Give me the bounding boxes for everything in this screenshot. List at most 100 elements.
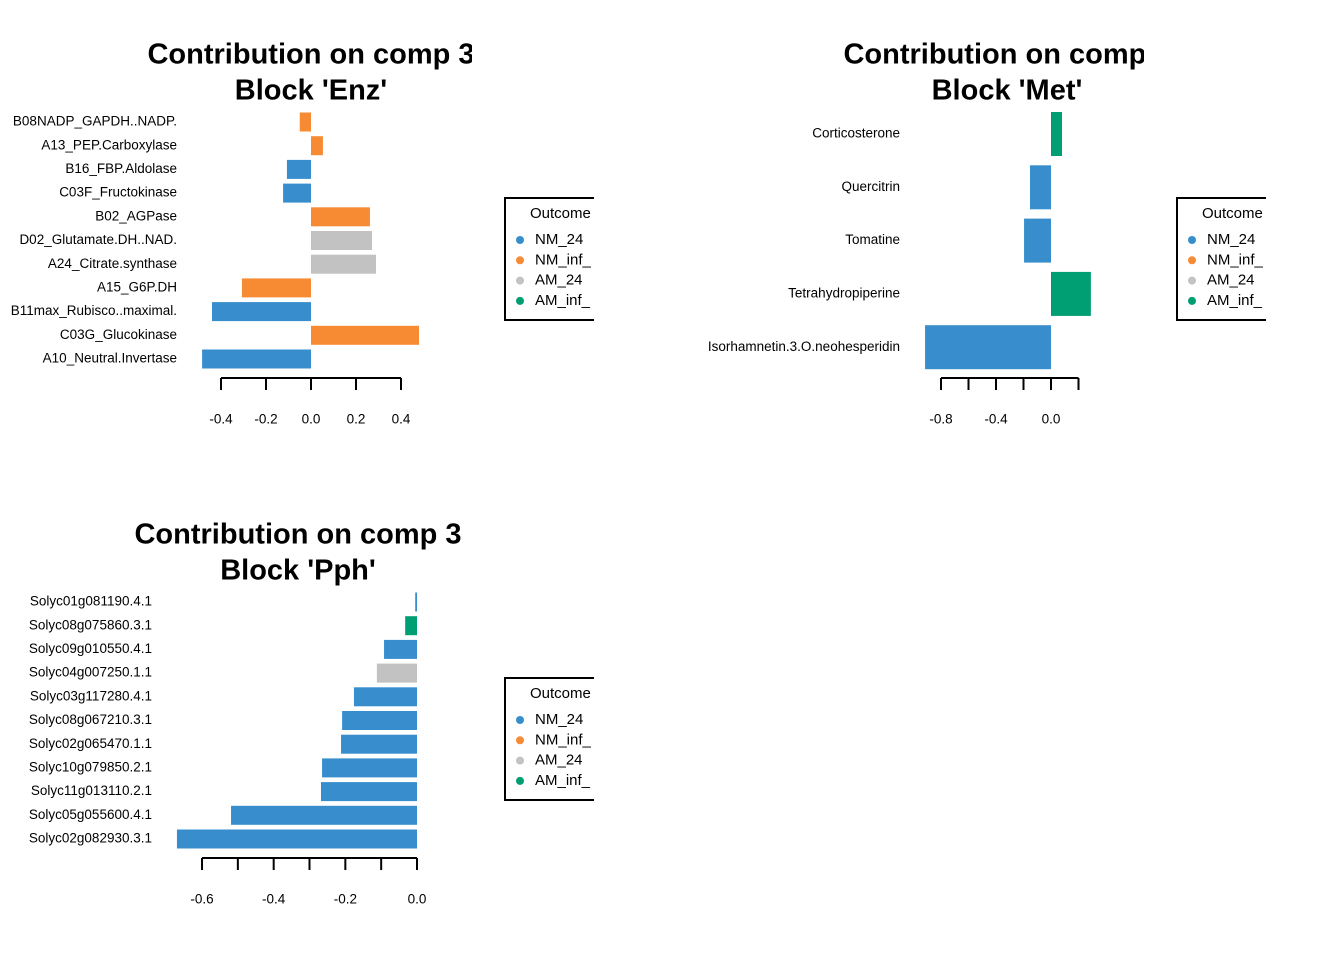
chart-title: Contribution on comp 3: [147, 39, 474, 71]
legend-label: NM_24: [535, 231, 583, 248]
legend-label: NM_inf_: [535, 731, 592, 748]
legend-marker: [516, 756, 524, 765]
bar: [299, 112, 311, 132]
bar: [202, 349, 311, 369]
bar: [311, 207, 370, 227]
bar: [311, 136, 323, 156]
title-group: Contribution on comp 3 Block 'Pph': [134, 519, 461, 587]
legend-label: AM_24: [535, 272, 583, 289]
legend-marker: [1188, 296, 1196, 305]
category-label: Solyc09g010550.4.1: [29, 641, 152, 656]
legend-box: [1176, 197, 1266, 321]
x-tick-label: 0.0: [1042, 412, 1061, 427]
legend-label: NM_24: [535, 711, 583, 728]
legend-marker: [516, 276, 524, 285]
category-label: A15_G6P.DH: [97, 279, 177, 294]
legend-label: NM_24: [1207, 231, 1255, 248]
bar: [353, 687, 417, 707]
x-tick-label: -0.6: [190, 892, 213, 907]
chart-title: Contribution on comp 3: [843, 39, 1170, 71]
legend-marker: [516, 236, 524, 244]
legend-box: [504, 197, 594, 321]
category-label: Solyc03g117280.4.1: [30, 688, 152, 703]
bar: [311, 254, 377, 274]
panel: Contribution on comp 3 Block 'Pph' Solyc01…: [29, 519, 594, 907]
category-label: Solyc05g055600.4.1: [29, 807, 152, 822]
bar: [176, 829, 417, 849]
legend-marker: [516, 776, 524, 785]
category-label: C03F_Fructokinase: [59, 185, 177, 200]
legend-label: AM_inf_: [535, 292, 591, 309]
legend-marker: [516, 736, 524, 745]
x-tick-label: -0.4: [262, 892, 286, 907]
legend: Outcome NM_24 NM_inf_ AM_24 AM_inf_: [1176, 197, 1266, 321]
bar: [320, 782, 417, 802]
category-label: Tetrahydropiperine: [788, 285, 900, 300]
x-tick-label: 0.4: [392, 412, 411, 427]
bar: [311, 325, 419, 345]
category-label: A13_PEP.Carboxylase: [41, 137, 177, 152]
x-tick-label: -0.4: [209, 412, 233, 427]
bar: [311, 231, 372, 250]
bar: [925, 325, 1051, 370]
category-label: Solyc08g067210.3.1: [29, 712, 152, 727]
x-tick-label: -0.2: [254, 412, 277, 427]
bar: [322, 758, 417, 778]
x-tick-label: -0.8: [929, 412, 952, 427]
x-tick-label: 0.2: [347, 412, 366, 427]
bar: [286, 159, 311, 179]
title-group: Contribution on comp 3 Block 'Enz': [147, 39, 474, 107]
legend-marker: [516, 256, 524, 265]
legend-title: Outcome: [1202, 205, 1263, 222]
bar: [212, 302, 311, 322]
bar: [241, 278, 311, 298]
bar: [1024, 218, 1051, 263]
bar: [1029, 165, 1051, 210]
legend-marker: [516, 716, 524, 724]
legend-label: AM_inf_: [1207, 292, 1263, 309]
legend-marker: [1188, 236, 1196, 244]
category-label: B16_FBP.Aldolase: [65, 161, 177, 176]
x-tick-label: -0.2: [334, 892, 357, 907]
category-label: Solyc11g013110.2.1: [31, 783, 152, 798]
legend-box: [504, 677, 594, 801]
category-label: A10_Neutral.Invertase: [43, 351, 177, 366]
legend-marker: [1188, 276, 1196, 285]
legend-label: NM_inf_: [1207, 251, 1264, 268]
legend-label: AM_inf_: [535, 772, 591, 789]
category-label: B02_AGPase: [95, 208, 177, 223]
panel: Contribution on comp 3 Block 'Enz' B08NADP…: [11, 39, 594, 427]
category-label: Isorhamnetin.3.O.neohesperidin: [708, 339, 900, 354]
bar: [1051, 112, 1062, 156]
category-label: Solyc01g081190.4.1: [30, 594, 152, 609]
category-label: Corticosterone: [812, 126, 900, 141]
chart-subtitle: Block 'Pph': [220, 555, 376, 587]
bar: [342, 711, 417, 730]
category-label: B11max_Rubisco..maximal.: [11, 303, 177, 318]
category-label: Tomatine: [845, 232, 900, 247]
category-label: A24_Citrate.synthase: [48, 256, 177, 271]
category-label: Quercitrin: [841, 179, 900, 194]
bar: [415, 592, 417, 612]
category-label: Solyc02g082930.3.1: [29, 831, 152, 846]
category-label: Solyc10g079850.2.1: [29, 759, 152, 774]
title-group: Contribution on comp 3 Block 'Met': [843, 39, 1170, 107]
bar: [384, 639, 417, 659]
bar: [283, 183, 311, 203]
bar: [376, 663, 417, 683]
legend-label: NM_inf_: [535, 251, 592, 268]
legend-marker: [1188, 256, 1196, 265]
legend: Outcome NM_24 NM_inf_ AM_24 AM_inf_: [504, 197, 594, 321]
x-tick-label: -0.4: [984, 412, 1008, 427]
bar: [231, 805, 417, 825]
panel: Contribution on comp 3 Block 'Met' Cortico…: [708, 39, 1266, 427]
category-label: C03G_Glucokinase: [60, 327, 177, 342]
category-label: Solyc02g065470.1.1: [29, 736, 152, 751]
category-label: Solyc08g075860.3.1: [29, 617, 152, 632]
category-label: B08NADP_GAPDH..NADP.: [13, 114, 177, 129]
legend-label: AM_24: [1207, 272, 1255, 289]
legend-title: Outcome: [530, 205, 591, 222]
category-label: D02_Glutamate.DH..NAD.: [19, 232, 177, 247]
